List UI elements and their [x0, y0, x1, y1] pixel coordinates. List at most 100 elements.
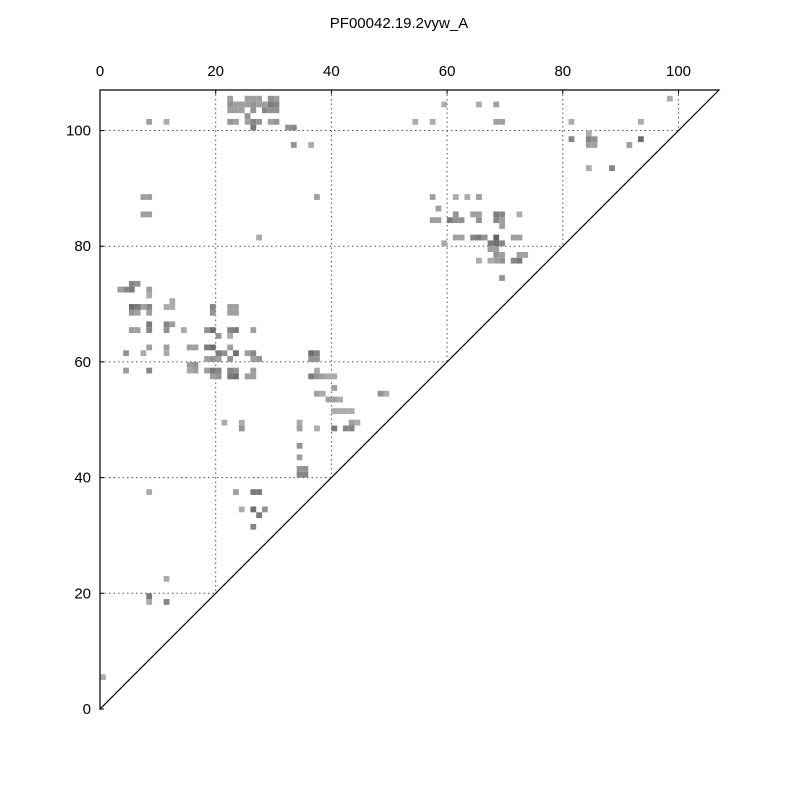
contact-cell: [585, 130, 592, 137]
contact-cell: [302, 466, 309, 472]
contact-cell: [140, 350, 147, 357]
contact-cell: [146, 292, 153, 299]
contact-cell: [227, 101, 234, 108]
contact-cell: [273, 95, 280, 102]
contact-cell: [342, 425, 349, 432]
contact-cell: [435, 205, 442, 212]
contact-cell: [227, 304, 234, 310]
contact-cell: [290, 142, 297, 148]
contact-cell: [227, 118, 234, 125]
contact-cell: [186, 361, 193, 368]
contact-cell: [493, 240, 500, 247]
contact-cell: [244, 95, 251, 102]
contact-cell: [319, 373, 326, 380]
contact-cell: [123, 286, 129, 293]
contact-cell: [470, 234, 477, 241]
contact-cell: [441, 101, 448, 108]
contact-cell: [244, 118, 251, 125]
contact-cell: [441, 240, 448, 247]
contact-cell: [337, 408, 343, 414]
contact-cell: [250, 101, 257, 108]
contact-cell: [209, 356, 216, 362]
contact-cell: [325, 396, 332, 403]
contact-cell: [204, 356, 210, 362]
contact-cell: [146, 309, 153, 316]
contact-cell: [493, 251, 500, 258]
contact-cell: [267, 118, 274, 125]
contact-cell: [186, 367, 193, 374]
contact-cell: [493, 217, 500, 224]
contact-cell: [209, 367, 216, 374]
contact-cell: [314, 350, 320, 357]
contact-cell: [140, 211, 147, 218]
contact-cell: [140, 304, 147, 310]
contact-cell: [499, 275, 505, 281]
contact-cell: [476, 194, 482, 200]
x-tick-label: 40: [323, 63, 340, 80]
contact-cell: [331, 373, 338, 380]
contact-cell: [192, 344, 199, 351]
contact-cell: [244, 113, 251, 119]
contact-cell: [487, 246, 494, 252]
y-tick-label: 40: [74, 470, 91, 487]
contact-cell: [314, 356, 320, 362]
contact-cell: [238, 107, 245, 114]
contact-cell: [128, 304, 135, 310]
contact-cell: [331, 385, 338, 391]
contact-cell: [244, 373, 251, 380]
contact-cell: [499, 217, 505, 224]
contact-cell: [146, 194, 153, 200]
contact-cell: [267, 101, 274, 108]
contact-cell: [267, 95, 274, 102]
contact-cell: [493, 234, 500, 241]
contact-cell: [221, 419, 228, 426]
contact-cell: [227, 332, 234, 339]
contact-cell: [227, 95, 234, 102]
contact-cell: [319, 390, 326, 397]
contact-cell: [499, 240, 505, 247]
contact-cell: [204, 344, 210, 351]
chart-title: PF00042.19.2vyw_A: [330, 15, 468, 32]
contact-cell: [493, 101, 500, 108]
contact-cell: [585, 142, 592, 148]
contact-cell: [499, 223, 505, 229]
contact-cell: [146, 118, 153, 125]
contact-cell: [464, 194, 471, 200]
contact-cell: [163, 321, 170, 328]
contact-cell: [452, 217, 459, 224]
contact-cell: [591, 136, 598, 143]
contact-cell: [476, 211, 482, 218]
triangle-frame: [99, 89, 721, 711]
contact-cell: [250, 373, 257, 380]
contact-cell: [192, 367, 199, 374]
contact-cell: [215, 367, 222, 374]
contact-cell: [273, 118, 280, 125]
contact-cell: [429, 118, 436, 125]
contact-cell: [458, 234, 465, 241]
contact-cell: [331, 425, 338, 432]
contact-cell: [314, 194, 320, 200]
contact-cell: [354, 419, 361, 426]
contact-cell: [516, 251, 523, 258]
contact-cell: [250, 506, 257, 513]
contact-cell: [261, 101, 268, 108]
contact-cell: [227, 344, 234, 351]
contact-cell: [146, 367, 153, 374]
contact-cell: [568, 118, 575, 125]
contact-cell: [256, 101, 262, 108]
contact-cell: [499, 251, 505, 258]
contact-cell: [250, 350, 257, 357]
contact-cell: [493, 246, 500, 252]
x-tick-label: 20: [207, 63, 224, 80]
contact-cell: [163, 599, 170, 605]
contact-cell: [244, 350, 251, 357]
contact-cell: [377, 390, 384, 397]
contact-cell: [510, 257, 517, 264]
contact-cell: [244, 101, 251, 108]
contact-cell: [250, 367, 257, 374]
grid-lines: [100, 90, 680, 594]
contact-cell: [140, 194, 147, 200]
contact-cell: [638, 136, 644, 143]
contact-cell: [476, 217, 482, 224]
